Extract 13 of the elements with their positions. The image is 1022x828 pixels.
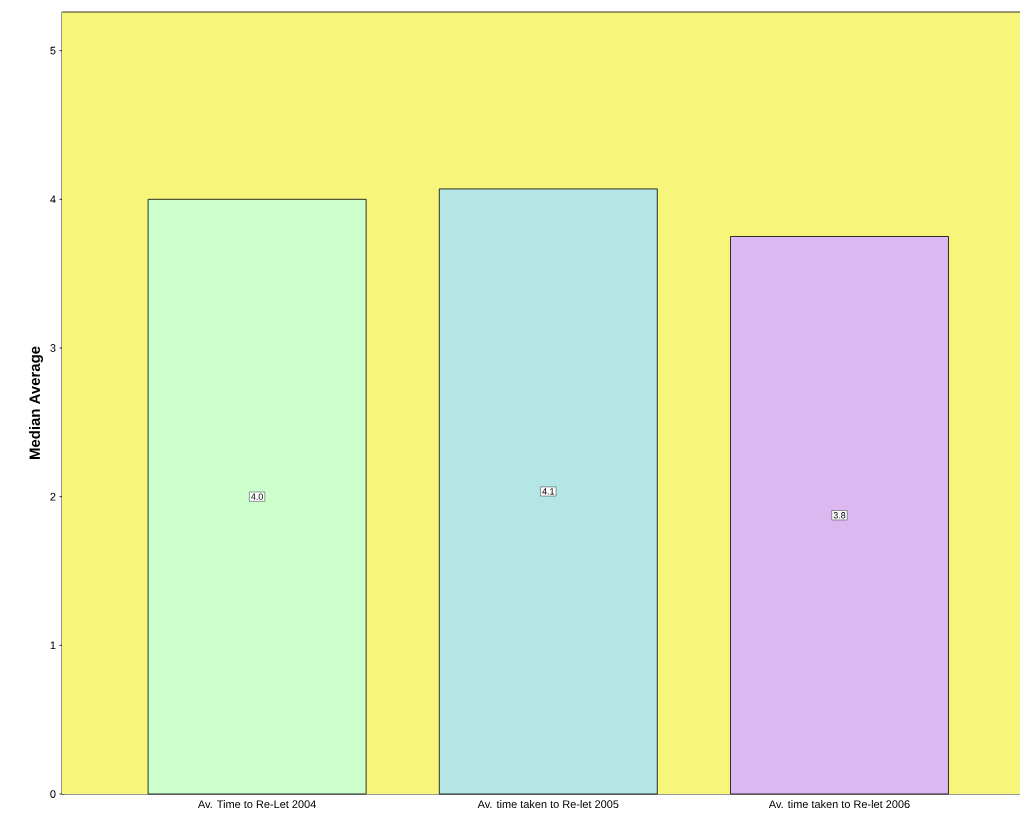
data-label: 4.0 (251, 493, 263, 500)
x-tick-label: Av. time taken to Re-let 2005 (477, 800, 619, 809)
y-tick-label: 5 (50, 46, 56, 55)
y-tick-label: 2 (50, 492, 56, 501)
y-tick-label: 1 (50, 641, 56, 650)
y-tick-label: 3 (50, 344, 56, 352)
y-tick-label: 4 (50, 195, 56, 204)
x-tick-label: Av. Time to Re-Let 2004 (197, 800, 316, 809)
x-tick-label: Av. time taken to Re-let 2006 (768, 800, 910, 809)
data-label: 4.1 (542, 488, 555, 495)
y-tick-label: 0 (50, 790, 56, 798)
y-axis-title: Median Average (29, 346, 44, 460)
data-label: 3.8 (833, 512, 846, 519)
